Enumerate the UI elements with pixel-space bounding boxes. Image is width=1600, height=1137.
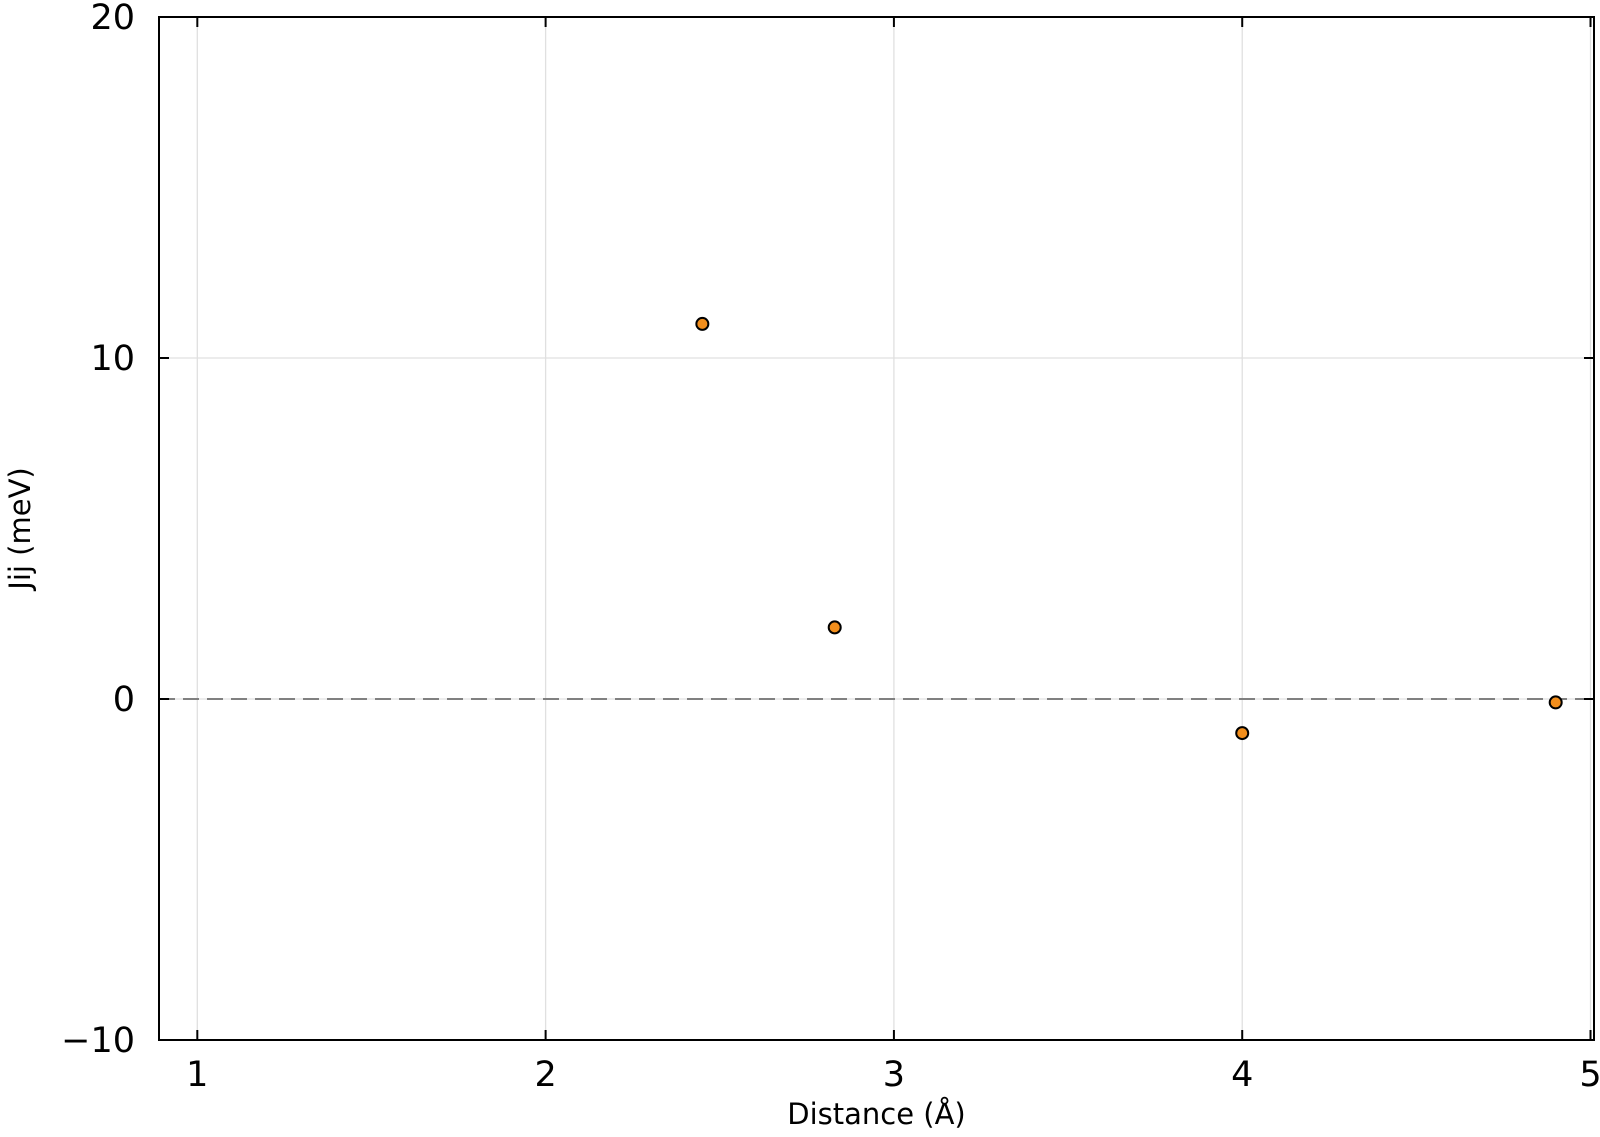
y-axis-title: Jij (meV) xyxy=(3,467,37,591)
x-tick-label: 4 xyxy=(1231,1055,1253,1095)
x-tick-label: 3 xyxy=(883,1055,905,1095)
data-point xyxy=(1235,726,1250,741)
x-tick-label: 5 xyxy=(1579,1055,1600,1095)
x-tick-label: 2 xyxy=(534,1055,556,1095)
y-tick-label: −10 xyxy=(61,1021,135,1061)
data-point xyxy=(695,316,710,331)
grid xyxy=(159,17,1594,1040)
data-point xyxy=(1548,695,1563,710)
data-points xyxy=(695,316,1563,741)
y-tick-label: 20 xyxy=(90,0,135,38)
data-point xyxy=(827,620,842,635)
tick-labels: 1 2 3 4 5 −10 0 10 20 xyxy=(61,0,1600,1095)
y-tick-label: 0 xyxy=(113,680,135,720)
axes xyxy=(158,16,1595,1041)
y-tick-label: 10 xyxy=(90,339,135,379)
x-axis-title: Distance (Å) xyxy=(787,1097,966,1131)
x-tick-label: 1 xyxy=(186,1055,208,1095)
plot-frame xyxy=(158,16,1595,1041)
